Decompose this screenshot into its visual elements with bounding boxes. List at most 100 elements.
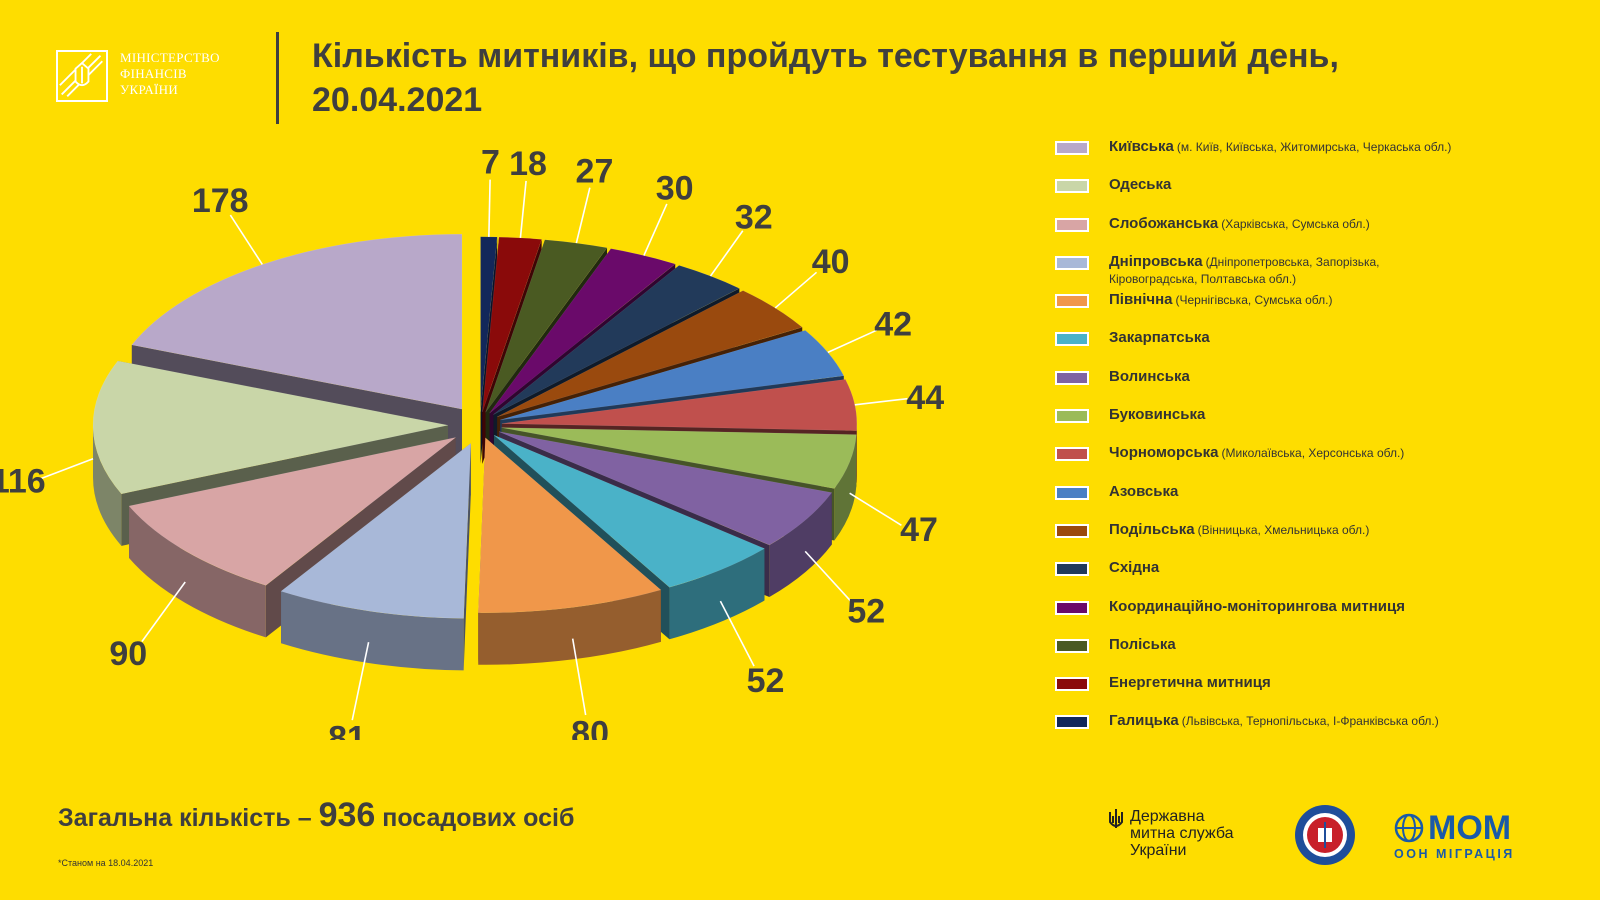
trident-icon bbox=[1109, 809, 1123, 828]
legend-text: Одеська bbox=[1109, 176, 1171, 193]
leader-line bbox=[804, 550, 852, 602]
legend-label: Дніпровська bbox=[1109, 252, 1203, 270]
legend-text: Чорноморська (Миколаївська, Херсонська об… bbox=[1109, 444, 1404, 462]
dms-line-1: Державна bbox=[1130, 808, 1205, 825]
legend-label: Київська bbox=[1109, 138, 1174, 155]
legend-note: (м. Київ, Київська, Житомирська, Черкась… bbox=[1176, 140, 1452, 154]
legend-text: Північна (Чернігівська, Сумська обл.) bbox=[1109, 291, 1332, 309]
iom-name: МОМ bbox=[1428, 809, 1512, 847]
legend-item: Подільська (Вінницька, Хмельницька обл.) bbox=[1055, 521, 1575, 559]
legend-note: (Харківська, Сумська обл.) bbox=[1221, 216, 1370, 231]
slice-rim bbox=[129, 506, 266, 638]
data-label: 90 bbox=[109, 635, 147, 673]
legend-label: Галицька bbox=[1109, 712, 1179, 730]
legend-label: Північна bbox=[1109, 291, 1173, 309]
legend-item: Буковинська bbox=[1055, 406, 1575, 444]
legend-swatch bbox=[1055, 600, 1089, 615]
slice-top bbox=[280, 442, 472, 619]
data-label: 80 bbox=[571, 714, 609, 740]
iom-logo: МОМ ООН МІГРАЦІЯ bbox=[1394, 811, 1515, 861]
leader-line bbox=[571, 638, 587, 716]
legend-label: Координаційно-моніторингова митниця bbox=[1109, 597, 1405, 615]
legend-swatch bbox=[1055, 332, 1089, 347]
slice-top bbox=[498, 431, 833, 546]
slice-top bbox=[501, 427, 857, 489]
data-label: 47 bbox=[900, 511, 938, 549]
slice-top bbox=[501, 379, 858, 431]
legend-note: (Львівська, Тернопільська, І-Франківська… bbox=[1181, 714, 1439, 729]
customs-service-logo: Державна митна служба України bbox=[1108, 808, 1234, 859]
page-title: Кількість митників, що пройдуть тестуван… bbox=[312, 34, 1552, 122]
legend-swatch bbox=[1055, 255, 1089, 270]
pie-chart: 178 116 90 81 80 52 52 47 44 42 40 32 30 27 187 bbox=[0, 144, 944, 740]
leader-line bbox=[351, 642, 370, 721]
chart-legend: Київська (м. Київ, Київська, Житомирська,… bbox=[1055, 138, 1575, 751]
legend-item: Азовська bbox=[1055, 483, 1575, 521]
legend-swatch bbox=[1055, 715, 1089, 730]
legend-item: Київська (м. Київ, Київська, Житомирська,… bbox=[1055, 138, 1575, 176]
slice-top bbox=[493, 265, 740, 415]
data-label: 7 bbox=[481, 144, 500, 182]
total-value: 936 bbox=[318, 796, 376, 834]
ministry-logo bbox=[56, 50, 108, 102]
legend-text: Волинська bbox=[1109, 368, 1190, 385]
legend-text: Подільська (Вінницька, Хмельницька обл.) bbox=[1109, 521, 1369, 539]
leader-line bbox=[709, 230, 744, 277]
legend-label: Східна bbox=[1109, 559, 1160, 577]
slice-top bbox=[477, 437, 662, 614]
title-line-1: Кількість митників, що пройдуть тестуван… bbox=[312, 37, 1339, 75]
legend-swatch bbox=[1055, 562, 1089, 577]
globe-icon bbox=[1394, 813, 1424, 843]
total-prefix: Загальна кількість – bbox=[58, 804, 312, 832]
emblem-seal-icon bbox=[1295, 805, 1355, 865]
leader-line bbox=[141, 581, 186, 642]
legend-text: Координаційно-моніторингова митниця bbox=[1109, 598, 1405, 615]
legend-item: Закарпатська bbox=[1055, 329, 1575, 367]
leader-line bbox=[854, 397, 908, 406]
slice-top bbox=[128, 437, 456, 586]
legend-label: Слобожанська bbox=[1109, 214, 1219, 232]
legend-note: (Чернігівська, Сумська обл.) bbox=[1175, 293, 1333, 308]
leader-line bbox=[643, 203, 668, 256]
legend-swatch bbox=[1055, 677, 1089, 692]
legend-text: Енергетична митниця bbox=[1109, 674, 1271, 691]
legend-text: Буковинська bbox=[1109, 406, 1205, 423]
ministry-name: МІНІСТЕРСТВО ФІНАНСІВ УКРАЇНИ bbox=[120, 50, 220, 98]
legend-label: Волинська bbox=[1109, 367, 1190, 385]
legend-swatch bbox=[1055, 409, 1089, 424]
ministry-line-1: МІНІСТЕРСТВО bbox=[120, 50, 220, 65]
ministry-line-2: ФІНАНСІВ bbox=[120, 66, 187, 81]
footnote: *Станом на 18.04.2021 bbox=[58, 858, 154, 868]
legend-text: Закарпатська bbox=[1109, 329, 1210, 346]
leader-line bbox=[488, 179, 491, 237]
header-divider bbox=[276, 32, 279, 124]
legend-swatch bbox=[1055, 447, 1089, 462]
data-label: 81 bbox=[328, 719, 366, 740]
legend-item: Східна bbox=[1055, 559, 1575, 597]
data-label: 40 bbox=[812, 243, 850, 281]
slice-top bbox=[485, 239, 608, 413]
legend-item: Координаційно-моніторингова митниця bbox=[1055, 598, 1575, 636]
data-label: 18 bbox=[509, 145, 547, 183]
dms-line-2: митна служба bbox=[1130, 825, 1234, 842]
legend-text: Поліська bbox=[1109, 636, 1176, 653]
legend-label: Чорноморська bbox=[1109, 444, 1219, 462]
total-summary: Загальна кількість – 936 посадових осіб bbox=[58, 796, 574, 835]
legend-swatch bbox=[1055, 638, 1089, 653]
slice-rim bbox=[478, 589, 661, 665]
leader-line bbox=[229, 214, 263, 265]
slice-top bbox=[500, 330, 845, 421]
leader-line bbox=[575, 187, 591, 244]
pie-slice bbox=[477, 437, 662, 665]
data-label: 27 bbox=[576, 152, 614, 190]
data-label: 116 bbox=[0, 463, 46, 501]
slice-rim bbox=[93, 425, 122, 546]
legend-item: Галицька (Львівська, Тернопільська, І-Фра… bbox=[1055, 712, 1575, 750]
slice-top bbox=[497, 290, 803, 418]
legend-note: (Дніпропетровська, Запорізька, bbox=[1205, 254, 1380, 269]
slice-top bbox=[493, 434, 765, 588]
legend-label: Енергетична митниця bbox=[1109, 674, 1271, 692]
legend-label: Поліська bbox=[1109, 635, 1176, 653]
legend-item: Північна (Чернігівська, Сумська обл.) bbox=[1055, 291, 1575, 329]
leader-line bbox=[774, 271, 818, 309]
